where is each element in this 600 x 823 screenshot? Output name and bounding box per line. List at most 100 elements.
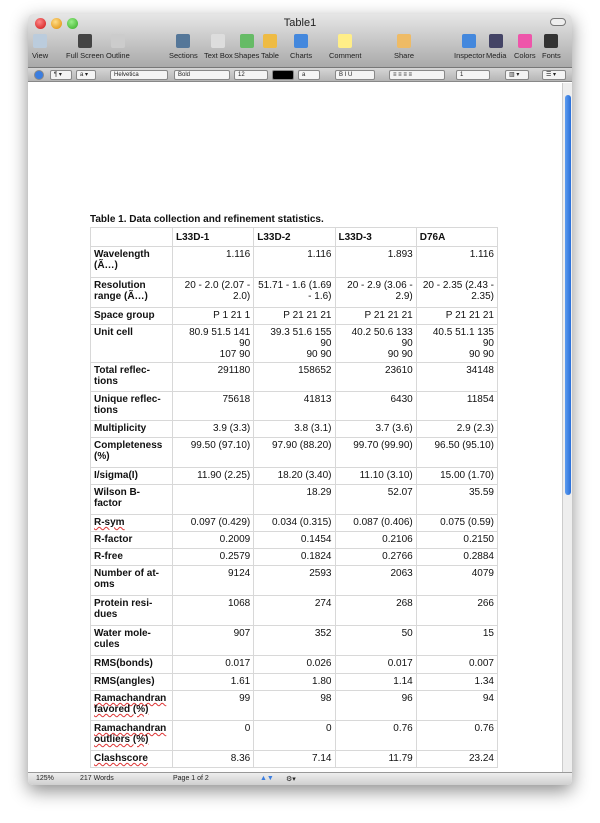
value-cell[interactable]: 97.90 (88.20) (253, 437, 336, 468)
toolbar-colors-button[interactable]: Colors (514, 34, 536, 60)
value-cell[interactable]: 11.90 (2.25) (171, 467, 255, 485)
value-cell[interactable]: 99 (171, 690, 255, 721)
value-cell[interactable]: 8.36 (171, 750, 255, 768)
value-cell[interactable]: 0.026 (253, 655, 336, 674)
value-cell[interactable]: 50 (334, 625, 417, 656)
toolbar-toggle-button[interactable] (550, 18, 566, 26)
value-cell[interactable]: 266 (415, 595, 499, 626)
value-cell[interactable]: 0.2884 (415, 548, 499, 566)
row-label-cell[interactable]: RMS(angles) (90, 673, 173, 691)
value-cell[interactable]: 11854 (415, 391, 499, 421)
zoom-button[interactable] (67, 18, 78, 29)
value-cell[interactable]: 23.24 (415, 750, 499, 768)
value-cell[interactable]: P 21 21 21 (253, 307, 336, 325)
toolbar-fonts-button[interactable]: Fonts (542, 34, 561, 60)
value-cell[interactable]: 2063 (334, 565, 417, 596)
value-cell[interactable]: 3.8 (3.1) (253, 420, 336, 438)
zoom-select[interactable]: 125% (36, 775, 54, 782)
row-label-cell[interactable]: Clashscore (90, 750, 173, 768)
row-label-cell[interactable]: I/sigma(I) (90, 467, 173, 485)
toolbar-media-button[interactable]: Media (486, 34, 506, 60)
columns-select[interactable]: ▥ ▾ (505, 70, 529, 80)
row-label-cell[interactable]: Multiplicity (90, 420, 173, 438)
value-cell[interactable]: 11.10 (3.10) (334, 467, 417, 485)
value-cell[interactable]: 18.20 (3.40) (253, 467, 336, 485)
font-family-select[interactable]: Helvetica (110, 70, 168, 80)
value-cell[interactable]: 11.79 (334, 750, 417, 768)
font-size-select[interactable]: 12 (234, 70, 268, 80)
value-cell[interactable]: 4079 (415, 565, 499, 596)
row-label-cell[interactable]: Space group (90, 307, 173, 325)
value-cell[interactable]: 0.76 (415, 720, 499, 751)
row-label-cell[interactable]: Ramachandran favored (%) (90, 690, 173, 721)
row-label-cell[interactable]: Water mole- cules (90, 625, 173, 656)
row-label-cell[interactable]: Unit cell (90, 324, 173, 363)
statistics-table[interactable]: L33D-1 L33D-2 L33D-3 D76A Wavelength (Ã…) 1.… (90, 227, 499, 768)
close-button[interactable] (35, 18, 46, 29)
value-cell[interactable]: 23610 (334, 362, 417, 392)
row-label-cell[interactable]: RMS(bonds) (90, 655, 173, 674)
value-cell[interactable]: 39.3 51.6 155 90 90 90 (253, 324, 336, 363)
column-header[interactable]: L33D-1 (171, 227, 255, 247)
value-cell[interactable]: 0.034 (0.315) (253, 514, 336, 532)
value-cell[interactable]: 907 (171, 625, 255, 656)
value-cell[interactable]: 96 (334, 690, 417, 721)
value-cell[interactable]: 0.2106 (334, 531, 417, 549)
value-cell[interactable]: 1.80 (253, 673, 336, 691)
column-header[interactable]: L33D-3 (334, 227, 417, 247)
value-cell[interactable]: 1.116 (171, 246, 255, 278)
value-cell[interactable]: 158652 (253, 362, 336, 392)
row-label-cell[interactable]: Total reflec- tions (90, 362, 173, 392)
value-cell[interactable]: 0 (171, 720, 255, 751)
value-cell[interactable]: 0.76 (334, 720, 417, 751)
value-cell[interactable]: 3.9 (3.3) (171, 420, 255, 438)
paragraph-style-select[interactable]: ¶ ▾ (50, 70, 72, 80)
value-cell[interactable]: 0.2150 (415, 531, 499, 549)
value-cell[interactable]: 99.50 (97.10) (171, 437, 255, 468)
gear-icon[interactable]: ⚙▾ (286, 776, 296, 783)
toolbar-sections-button[interactable]: Sections (169, 34, 198, 60)
row-label-cell[interactable]: Unique reflec- tions (90, 391, 173, 421)
value-cell[interactable]: 1.116 (415, 246, 499, 278)
toolbar-inspector-button[interactable]: Inspector (454, 34, 485, 60)
value-cell[interactable]: 80.9 51.5 141 90 107 90 (171, 324, 255, 363)
value-cell[interactable]: 1.893 (334, 246, 417, 278)
value-cell[interactable]: 352 (253, 625, 336, 656)
value-cell[interactable]: P 21 21 21 (415, 307, 499, 325)
column-header[interactable]: D76A (415, 227, 499, 247)
character-style-select[interactable]: a ▾ (76, 70, 96, 80)
toolbar-table-button[interactable]: Table (261, 34, 279, 60)
value-cell[interactable]: 291180 (171, 362, 255, 392)
page-up-down-icon[interactable]: ▲▼ (260, 775, 274, 782)
value-cell[interactable]: 20 - 2.9 (3.06 - 2.9) (334, 277, 417, 308)
styles-drawer-icon[interactable] (34, 70, 44, 80)
value-cell[interactable]: 98 (253, 690, 336, 721)
value-cell[interactable]: 51.71 - 1.6 (1.69 - 1.6) (253, 277, 336, 308)
row-label-cell[interactable]: Ramachandran outliers (%) (90, 720, 173, 751)
value-cell[interactable]: 0.097 (0.429) (171, 514, 255, 532)
value-cell[interactable]: 0.087 (0.406) (334, 514, 417, 532)
value-cell[interactable]: 9124 (171, 565, 255, 596)
minimize-button[interactable] (51, 18, 62, 29)
value-cell[interactable]: 52.07 (334, 484, 417, 515)
row-label-cell[interactable]: Resolution range (Ã…) (90, 277, 173, 308)
value-cell[interactable]: 2593 (253, 565, 336, 596)
value-cell[interactable]: 15 (415, 625, 499, 656)
value-cell[interactable]: 96.50 (95.10) (415, 437, 499, 468)
value-cell[interactable]: 0 (253, 720, 336, 751)
value-cell[interactable]: P 1 21 1 (171, 307, 255, 325)
value-cell[interactable]: 99.70 (99.90) (334, 437, 417, 468)
toolbar-view-button[interactable]: View (32, 34, 48, 60)
document-canvas[interactable]: Table 1. Data collection and refinement … (28, 83, 562, 772)
highlight-color-well[interactable]: a (298, 70, 320, 80)
value-cell[interactable]: 75618 (171, 391, 255, 421)
value-cell[interactable]: 268 (334, 595, 417, 626)
value-cell[interactable] (171, 484, 255, 515)
row-label-cell[interactable]: R-free (90, 548, 173, 566)
value-cell[interactable]: 40.2 50.6 133 90 90 90 (334, 324, 417, 363)
value-cell[interactable]: 34148 (415, 362, 499, 392)
value-cell[interactable]: 0.075 (0.59) (415, 514, 499, 532)
column-header[interactable] (90, 227, 173, 247)
value-cell[interactable]: 1.61 (171, 673, 255, 691)
value-cell[interactable]: 0.2766 (334, 548, 417, 566)
